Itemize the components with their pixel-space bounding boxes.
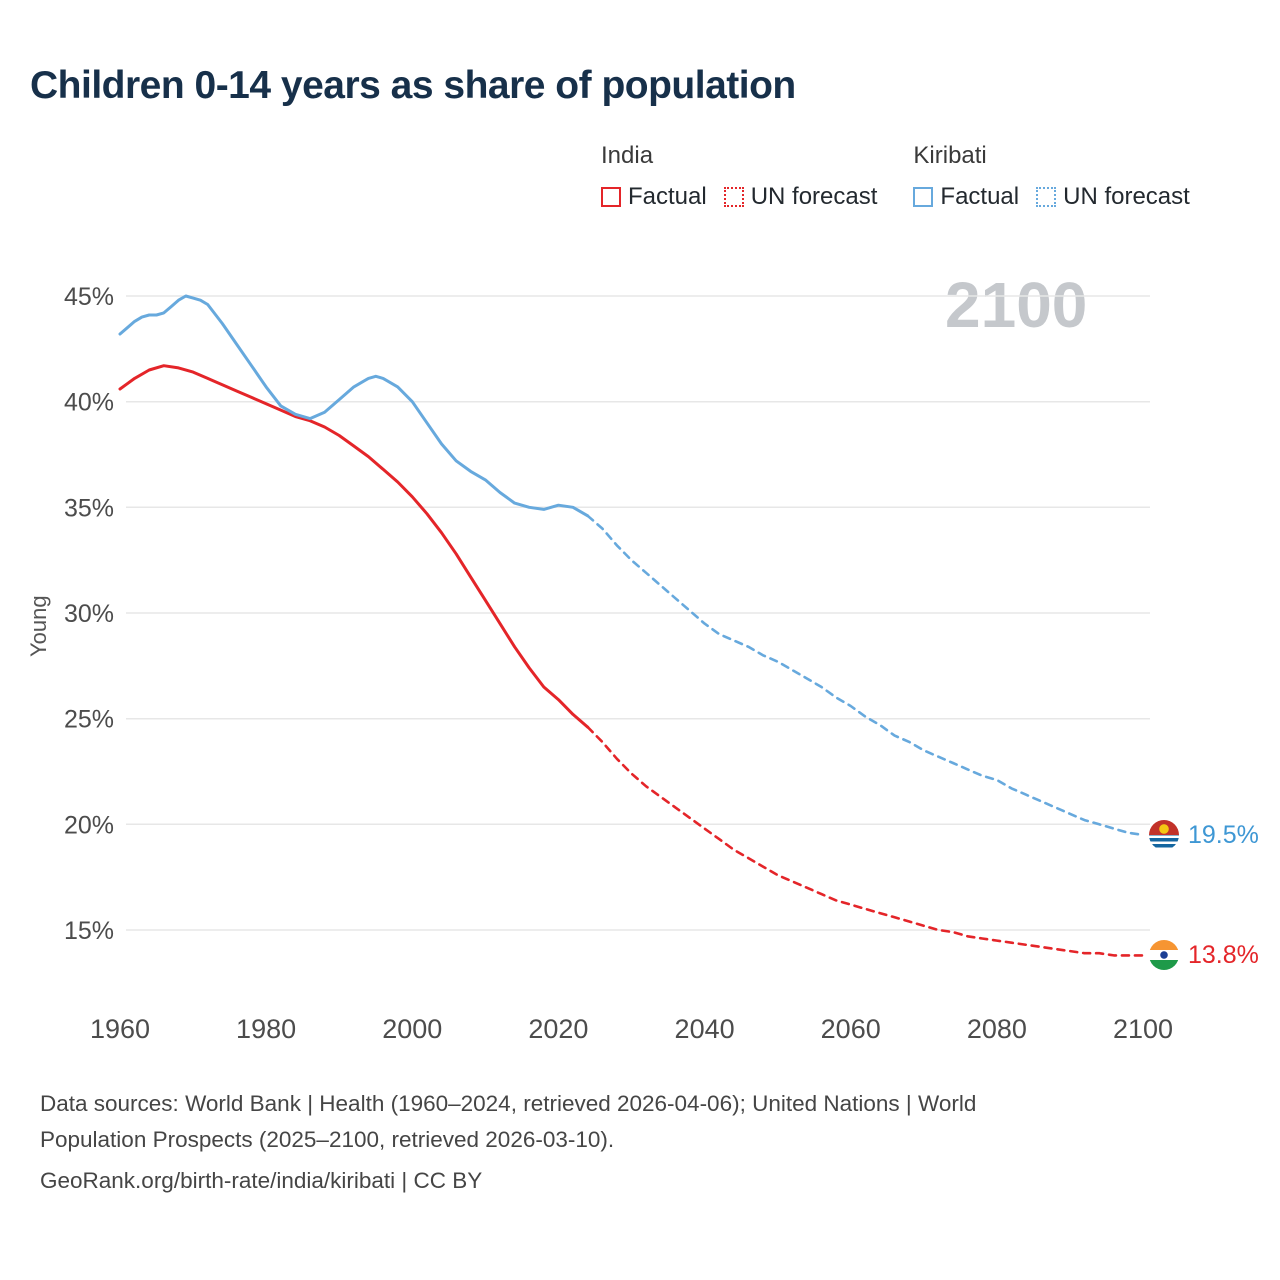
footer-credit: GeoRank.org/birth-rate/india/kiribati | …: [40, 1168, 483, 1193]
y-tick-label: 25%: [64, 706, 114, 734]
y-tick-label: 40%: [64, 389, 114, 417]
legend-item-label: UN forecast: [1063, 183, 1190, 210]
x-tick-label: 2080: [967, 1014, 1027, 1044]
legend-item-kiribati-factual[interactable]: Factual: [913, 183, 1019, 211]
x-tick-label: 2060: [821, 1014, 881, 1044]
legend-item-label: UN forecast: [750, 183, 878, 210]
chart-svg: 15% 20% 25% 30% 35% 40% 45% 1960 1980 2000 2020 204…: [64, 283, 1173, 1044]
kiribati-end-label: 19.5%: [1149, 820, 1259, 850]
legend-item-label: Factual: [940, 183, 1020, 210]
kiribati-forecast-swatch-icon: [1036, 187, 1057, 207]
india-flag-icon: [1149, 940, 1179, 970]
legend-item-india-forecast[interactable]: UN forecast: [723, 183, 878, 211]
kiribati-flag-icon: [1149, 820, 1179, 850]
y-tick-label: 15%: [64, 917, 114, 945]
footer-line: Data sources: World Bank | Health (1960–…: [40, 1091, 977, 1116]
y-tick-label: 45%: [64, 283, 114, 311]
y-tick-label: 30%: [64, 600, 114, 628]
x-tick-label: 2100: [1113, 1014, 1173, 1044]
kiribati-end-value: 19.5%: [1188, 820, 1259, 849]
y-tick-label: 20%: [64, 811, 114, 839]
x-tick-label: 2040: [675, 1014, 735, 1044]
legend-country-india: India: [601, 142, 654, 169]
y-tick-label: 35%: [64, 494, 114, 522]
legend-item-india-factual[interactable]: Factual: [601, 183, 707, 211]
india-un-forecast-line: [586, 725, 1145, 957]
data-sources-footer: Data sources: World Bank | Health (1960–…: [40, 1086, 976, 1199]
x-tick-label: 2000: [382, 1014, 442, 1044]
footer-line: Population Prospects (2025–2100, retriev…: [40, 1127, 615, 1152]
india-factual-swatch-icon: [601, 187, 621, 207]
india-end-label: 13.8%: [1149, 940, 1259, 970]
x-tick-label: 2020: [528, 1014, 588, 1044]
kiribati-factual-swatch-icon: [913, 187, 934, 207]
india-end-value: 13.8%: [1188, 940, 1259, 969]
india-forecast-swatch-icon: [723, 187, 744, 207]
legend-group-india: India Factual UN forecast: [601, 142, 877, 211]
legend-country-kiribati: Kiribati: [913, 142, 987, 169]
legend-group-kiribati: Kiribati Factual UN forecast: [913, 142, 1190, 211]
legend: India Factual UN forecast Kiribati Factu…: [601, 142, 1190, 211]
legend-items-india: Factual UN forecast: [601, 183, 877, 211]
page-title: Children 0-14 years as share of populati…: [30, 64, 796, 107]
legend-items-kiribati: Factual UN forecast: [913, 183, 1190, 211]
x-tick-label: 1960: [90, 1014, 150, 1044]
kiribati-un-forecast-line: [586, 514, 1145, 837]
india-factual-line: [118, 364, 590, 729]
chart-year-watermark: 2100: [945, 269, 1088, 341]
kiribati-factual-line: [118, 294, 590, 518]
legend-item-label: Factual: [628, 183, 707, 210]
legend-item-kiribati-forecast[interactable]: UN forecast: [1036, 183, 1190, 211]
x-tick-label: 1980: [236, 1014, 296, 1044]
